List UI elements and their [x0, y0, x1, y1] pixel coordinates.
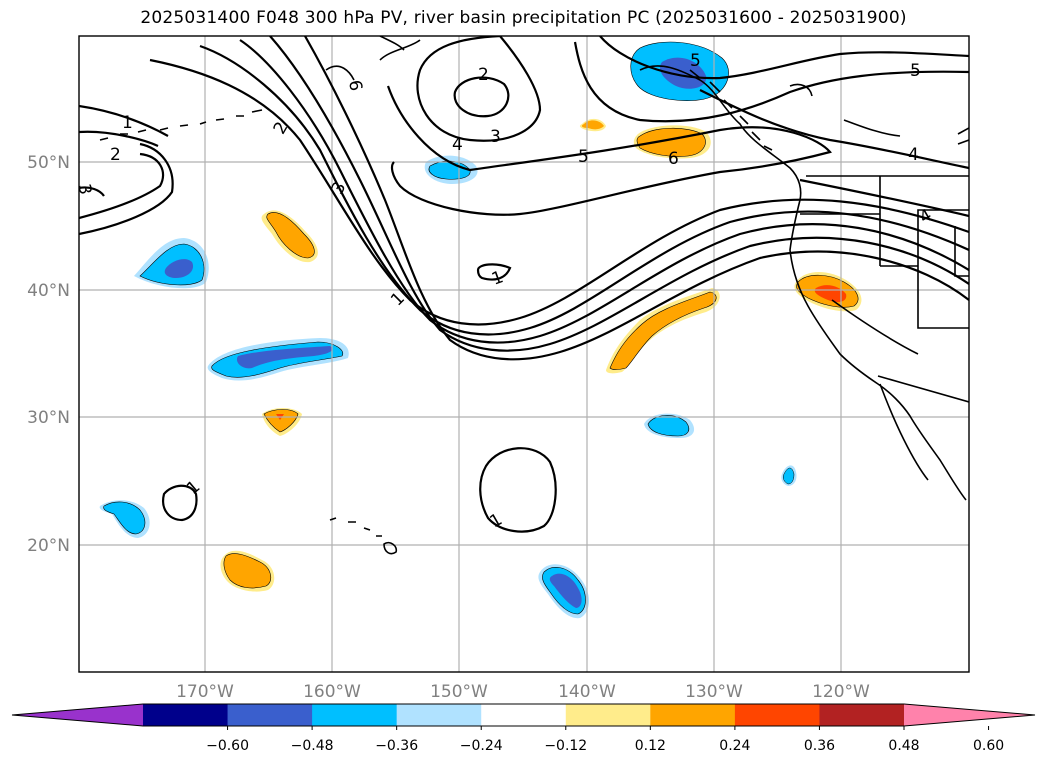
- colorbar-tick-label: −0.24: [460, 738, 503, 754]
- colorbar-segment: [312, 704, 398, 726]
- colorbar-segment: [481, 704, 567, 726]
- lat-label: 20°N: [27, 536, 70, 556]
- map-title: 2025031400 F048 300 hPa PV, river basin …: [140, 8, 907, 28]
- precip-shading: [99, 41, 862, 619]
- contour-label: 6: [668, 149, 679, 169]
- colorbar-extension-max: [904, 704, 1035, 726]
- contour-label: 1: [122, 113, 133, 133]
- lat-label: 50°N: [27, 153, 70, 173]
- colorbar-extension-min: [12, 704, 143, 726]
- lat-label: 40°N: [27, 281, 70, 301]
- colorbar-segment: [227, 704, 313, 726]
- colorbar-tick-label: 0.36: [804, 738, 835, 754]
- coastlines: [99, 36, 969, 555]
- colorbar-segment: [650, 704, 736, 726]
- contour-label: 2: [478, 65, 489, 85]
- colorbar-tick-label: −0.12: [544, 738, 587, 754]
- colorbar-outline: [11, 703, 1036, 727]
- lon-label: 140°W: [558, 682, 616, 702]
- map-frame: [78, 35, 970, 673]
- lon-label: 170°W: [176, 682, 234, 702]
- colorbar-tick-label: 0.60: [973, 738, 1004, 754]
- lon-label: 150°W: [430, 682, 488, 702]
- colorbar-segment: [565, 704, 651, 726]
- lon-label: 120°W: [812, 682, 870, 702]
- contour-label: 4: [908, 145, 919, 165]
- longitude-labels: 170°W 160°W 150°W 140°W 130°W 120°W: [176, 682, 870, 702]
- lon-label: 160°W: [303, 682, 361, 702]
- contour-label: 3: [73, 182, 95, 196]
- pv-contours: [79, 36, 969, 533]
- lat-label: 30°N: [27, 408, 70, 428]
- contour-label: 2: [110, 145, 121, 165]
- latitude-labels: 50°N 40°N 30°N 20°N: [27, 153, 70, 556]
- colorbar: −0.60 −0.48 −0.36 −0.24 −0.12 0.12 0.24 0.36 0.4…: [11, 703, 1036, 754]
- contour-label: 3: [490, 127, 501, 147]
- colorbar-segment: [396, 704, 482, 726]
- colorbar-tick-label: −0.36: [375, 738, 418, 754]
- colorbar-tick-label: −0.60: [206, 738, 249, 754]
- colorbar-tick-label: 0.12: [635, 738, 666, 754]
- contour-label: 4: [452, 135, 463, 155]
- lon-label: 130°W: [685, 682, 743, 702]
- colorbar-segment: [734, 704, 820, 726]
- colorbar-tick-label: −0.48: [291, 738, 334, 754]
- colorbar-segment: [143, 704, 229, 726]
- colorbar-tick-label: 0.48: [888, 738, 919, 754]
- contour-label: 5: [690, 51, 701, 71]
- contour-label: 6: [344, 79, 366, 93]
- colorbar-tick-label: 0.24: [719, 738, 750, 754]
- contour-label: 5: [910, 61, 921, 81]
- colorbar-segment: [819, 704, 905, 726]
- contour-label: 5: [578, 147, 589, 167]
